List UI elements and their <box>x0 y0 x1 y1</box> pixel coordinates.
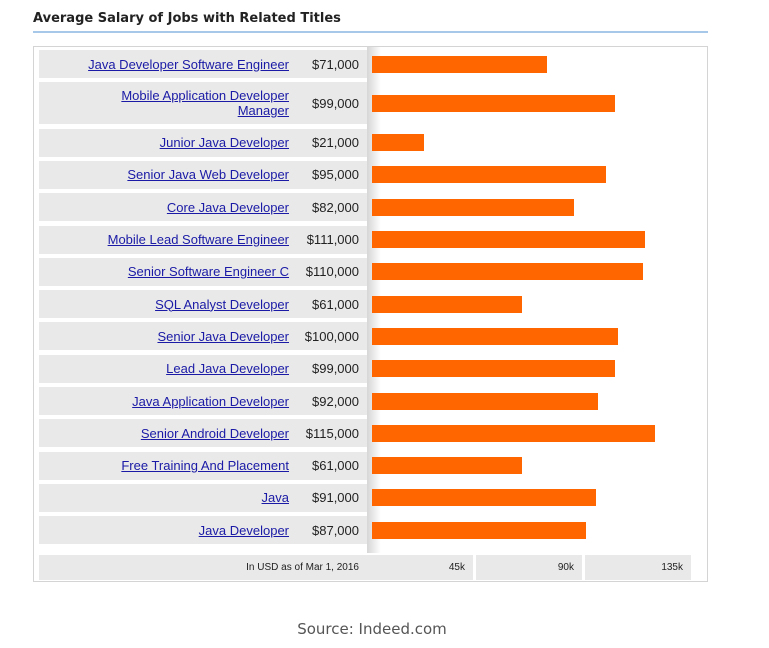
job-title-link[interactable]: Free Training And Placement <box>121 458 289 474</box>
salary-bar <box>372 55 547 73</box>
row-label-cell: Mobile Application Developer Manager $99,… <box>39 82 367 125</box>
table-row: Java Developer Software Engineer $71,000 <box>39 50 704 78</box>
salary-bar <box>372 360 616 378</box>
table-row: Java Developer $87,000 <box>39 516 704 545</box>
row-label-cell: Java Developer Software Engineer $71,000 <box>39 50 367 78</box>
table-row: Free Training And Placement $61,000 <box>39 451 704 480</box>
row-label-cell: Core Java Developer $82,000 <box>39 193 367 222</box>
job-title-link[interactable]: Java Developer <box>198 522 289 538</box>
table-row: Core Java Developer $82,000 <box>39 193 704 222</box>
salary-value: $115,000 <box>305 425 359 441</box>
salary-bar <box>372 489 596 507</box>
table-row: Mobile Application Developer Manager $99,… <box>39 82 704 125</box>
salary-bar <box>372 134 424 152</box>
job-title-link[interactable]: Lead Java Developer <box>166 361 289 377</box>
job-title-link[interactable]: SQL Analyst Developer <box>155 296 289 312</box>
row-label-cell: Java Application Developer $92,000 <box>39 387 367 415</box>
table-row: Java $91,000 <box>39 483 704 512</box>
job-title-link[interactable]: Java Developer Software Engineer <box>88 56 289 72</box>
salary-bar <box>372 327 618 345</box>
table-row: SQL Analyst Developer $61,000 <box>39 290 704 319</box>
job-title-link[interactable]: Mobile Application Developer Manager <box>121 88 289 119</box>
table-row: Lead Java Developer $99,000 <box>39 354 704 383</box>
row-label-cell: Java $91,000 <box>39 483 367 512</box>
table-row: Java Application Developer $92,000 <box>39 387 704 415</box>
salary-bar <box>372 94 616 112</box>
salary-value: $82,000 <box>312 199 359 215</box>
salary-bar <box>372 424 655 442</box>
source-caption: Source: Indeed.com <box>297 620 447 638</box>
table-row: Senior Java Web Developer $95,000 <box>39 160 704 189</box>
salary-value: $61,000 <box>312 458 359 474</box>
salary-value: $111,000 <box>306 232 359 247</box>
job-title-link[interactable]: Mobile Lead Software Engineer <box>107 232 289 247</box>
salary-bar <box>372 295 522 313</box>
row-label-cell: Mobile Lead Software Engineer $111,000 <box>39 225 367 254</box>
salary-bar <box>372 521 586 539</box>
x-tick-label: 45k <box>367 555 473 580</box>
salary-value: $110,000 <box>305 264 359 280</box>
table-row: Junior Java Developer $21,000 <box>39 128 704 157</box>
salary-value: $99,000 <box>312 95 359 111</box>
row-label-cell: Lead Java Developer $99,000 <box>39 354 367 383</box>
salary-value: $100,000 <box>304 328 359 344</box>
salary-value: $99,000 <box>312 361 359 377</box>
table-row: Senior Software Engineer C $110,000 <box>39 257 704 286</box>
salary-bar <box>372 457 522 475</box>
row-label-cell: Free Training And Placement $61,000 <box>39 451 367 480</box>
job-title-link[interactable]: Senior Software Engineer C <box>127 264 289 280</box>
row-label-cell: SQL Analyst Developer $61,000 <box>39 290 367 319</box>
salary-value: $95,000 <box>312 167 359 183</box>
currency-note: In USD as of Mar 1, 2016 <box>39 555 367 580</box>
job-title-link[interactable]: Core Java Developer <box>166 199 289 215</box>
chart-title: Average Salary of Jobs with Related Titl… <box>33 11 708 33</box>
salary-bar <box>372 166 606 184</box>
chart-frame: Java Developer Software Engineer $71,000 M… <box>33 46 708 582</box>
row-label-cell: Java Developer $87,000 <box>39 516 367 545</box>
salary-value: $61,000 <box>312 296 359 312</box>
job-title-link[interactable]: Java <box>261 490 289 506</box>
x-tick-label: 135k <box>585 555 691 580</box>
salary-bar <box>372 392 599 410</box>
row-label-cell: Senior Java Web Developer $95,000 <box>39 160 367 189</box>
job-title-link[interactable]: Senior Android Developer <box>140 425 289 441</box>
row-label-cell: Senior Software Engineer C $110,000 <box>39 257 367 286</box>
x-tick-label: 90k <box>476 555 582 580</box>
table-row: Senior Java Developer $100,000 <box>39 322 704 351</box>
job-title-link[interactable]: Senior Java Developer <box>157 328 289 344</box>
job-title-link[interactable]: Junior Java Developer <box>159 135 289 151</box>
salary-value: $71,000 <box>312 56 359 72</box>
salary-value: $92,000 <box>312 393 359 409</box>
salary-bar <box>372 231 645 248</box>
salary-bar <box>372 198 574 216</box>
salary-value: $21,000 <box>312 135 359 151</box>
job-title-link[interactable]: Java Application Developer <box>132 393 289 409</box>
table-row: Senior Android Developer $115,000 <box>39 419 704 448</box>
job-title-link[interactable]: Senior Java Web Developer <box>127 167 289 183</box>
row-label-cell: Junior Java Developer $21,000 <box>39 128 367 157</box>
row-label-cell: Senior Android Developer $115,000 <box>39 419 367 448</box>
salary-bar <box>372 263 643 281</box>
salary-value: $87,000 <box>312 522 359 538</box>
salary-value: $91,000 <box>312 490 359 506</box>
row-label-cell: Senior Java Developer $100,000 <box>39 322 367 351</box>
table-row: Mobile Lead Software Engineer $111,000 <box>39 225 704 254</box>
